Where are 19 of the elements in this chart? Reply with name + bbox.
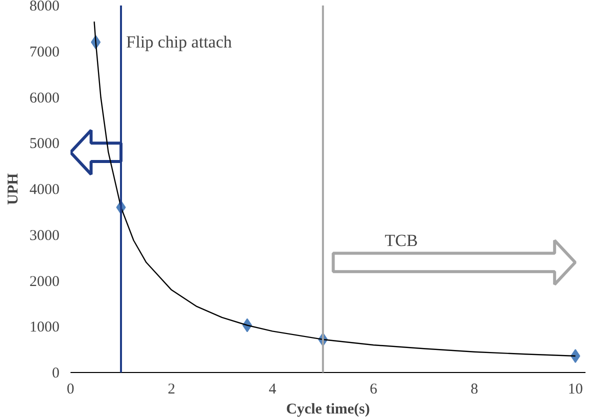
y-tick-label: 0 (52, 366, 60, 382)
y-axis-title: UPH (6, 172, 22, 205)
x-axis-title: Cycle time(s) (286, 402, 370, 418)
y-tick-label: 4000 (30, 182, 60, 198)
y-tick-label: 2000 (30, 274, 60, 290)
y-tick-label: 6000 (30, 90, 60, 106)
x-tick-label: 8 (470, 382, 478, 398)
y-tick-label: 1000 (30, 320, 60, 336)
x-tick-label: 4 (268, 382, 277, 398)
x-tick-label: 2 (168, 382, 176, 398)
y-tick-label: 5000 (30, 136, 60, 152)
x-tick-label: 6 (370, 382, 378, 398)
y-tick-label: 3000 (30, 228, 60, 244)
x-tick-label: 10 (568, 382, 583, 398)
annotation: Flip chip attach (126, 32, 232, 52)
y-tick-label: 8000 (30, 0, 60, 14)
y-tick-label: 7000 (30, 44, 60, 60)
annotation: TCB (384, 230, 418, 250)
x-tick-label: 0 (66, 382, 74, 398)
